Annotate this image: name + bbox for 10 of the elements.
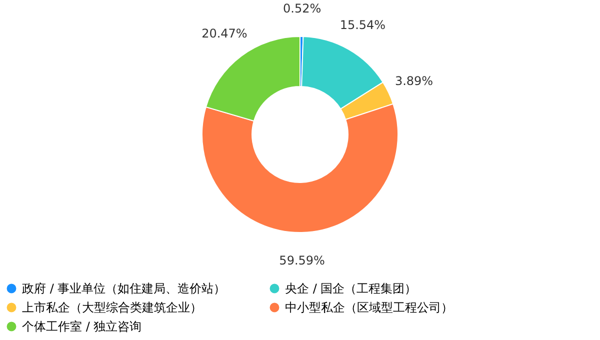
legend-label: 个体工作室 / 独立咨询	[22, 320, 142, 334]
legend-label: 中小型私企（区域型工程公司）	[285, 300, 453, 314]
legend-label: 上市私企（大型综合类建筑企业）	[22, 300, 202, 314]
data-label: 59.59%	[279, 253, 325, 268]
data-label: 15.54%	[340, 18, 386, 32]
data-label: 3.89%	[394, 74, 434, 88]
legend-label: 政府 / 事业单位（如住建局、造价站）	[22, 282, 226, 296]
legend-label: 央企 / 国企（工程集团）	[285, 282, 417, 296]
data-label: 0.52%	[282, 2, 322, 16]
data-label: 20.47%	[202, 26, 248, 41]
